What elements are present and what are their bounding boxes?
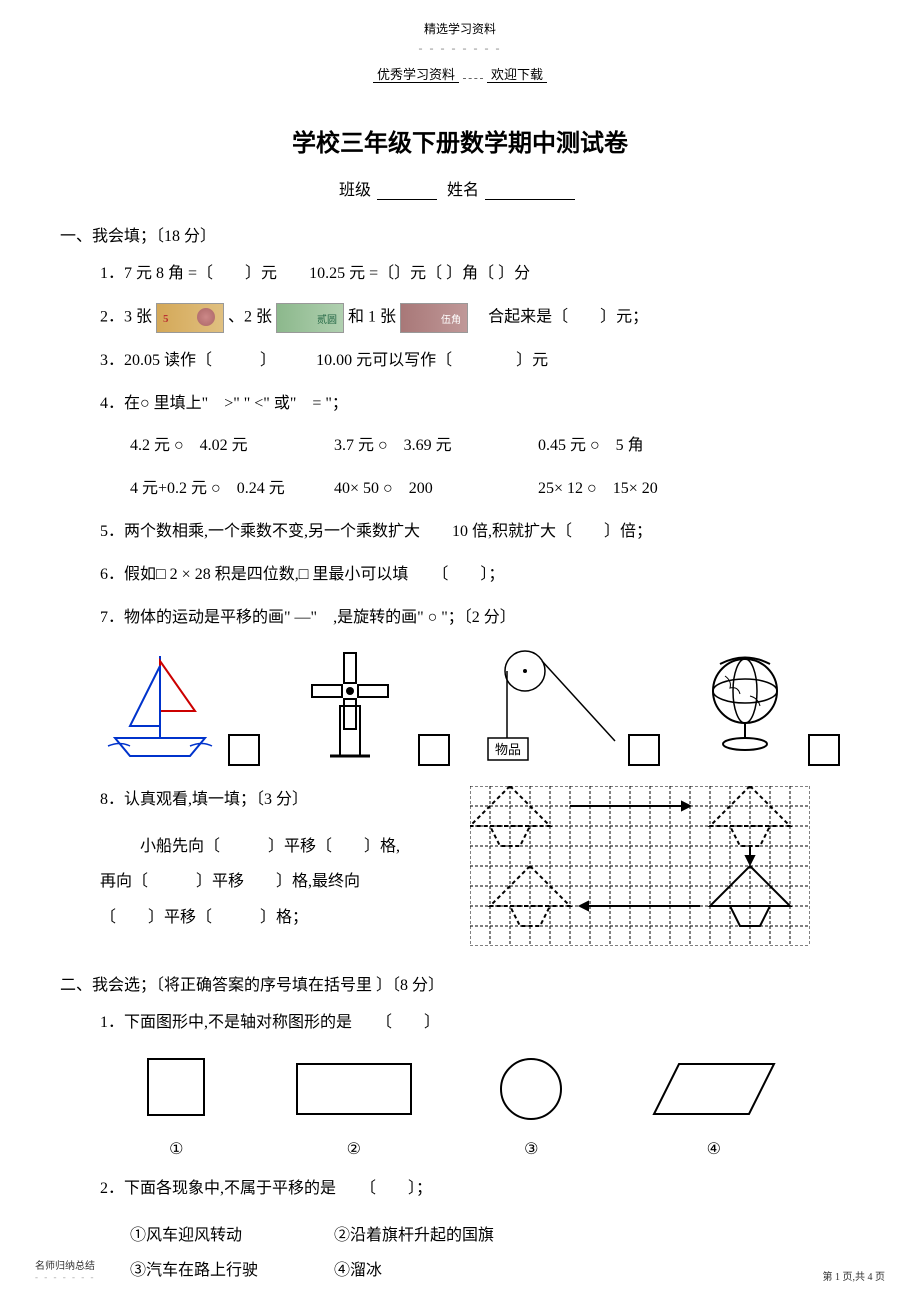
opt4: ④溜冰 [334,1262,382,1279]
q8-a: 8．认真观看,填一填；〔3 分〕 [100,786,440,815]
bill-2yuan-icon [276,303,344,333]
shape-label-1: ① [136,1139,216,1159]
q8: 8．认真观看,填一填；〔3 分〕 小船先向〔 〕平移〔 〕格, 再向〔 〕平移 … [60,786,860,951]
s2-q1: 1．下面图形中,不是轴对称图形的是 〔 〕 [100,1009,860,1038]
q4-r1c: 0.45 元 ○ 5 角 [538,437,644,454]
name-blank [485,184,575,200]
header-dashed: - - - - - - - - [60,41,860,56]
q3-c: 10.00 元可以写作〔 [316,352,452,369]
class-label: 班级 [339,182,371,199]
q3-a: 3．20.05 读作〔 [100,352,212,369]
q7-boat-checkbox [228,734,260,766]
shape-label-4: ④ [644,1139,784,1159]
q3-d: 〕元 [516,352,548,369]
q4-r1a: 4.2 元 ○ 4.02 元 [130,432,330,461]
q2-e: 〕元； [600,308,648,325]
shape-rectangle: ② [289,1054,419,1159]
q7-pulley-checkbox [628,734,660,766]
q4-r2c: 25× 12 ○ 15× 20 [538,480,658,497]
q1-a: 1．7 元 8 角 =〔 [100,265,213,282]
q7-globe [690,646,840,766]
q7-pulley: 物品 [480,646,660,766]
q4: 4．在○ 里填上" >" " <" 或" = "； [100,390,860,419]
q7-globe-checkbox [808,734,840,766]
q3: 3．20.05 读作〔 〕 10.00 元可以写作〔 〕元 [100,347,860,376]
q4-r1b: 3.7 元 ○ 3.69 元 [334,432,534,461]
windmill-icon [290,646,410,766]
q8-grid [470,786,860,951]
q7-windmill-checkbox [418,734,450,766]
q7-boat [100,646,260,766]
q2-d: 合起来是〔 [488,308,568,325]
s2-q2-opts: ①风车迎风转动 ②沿着旗杆升起的国旗 ③汽车在路上行驶 ④溜冰 [130,1218,860,1288]
q2: 2．3 张 、2 张 和 1 张 合起来是〔 〕元； [100,303,860,333]
sailboat-icon [100,646,220,766]
q8-d: 〔 〕平移〔 〕格； [100,900,440,935]
class-blank [377,184,437,200]
s2-q1-shapes: ① ② ③ ④ [100,1054,820,1159]
shape-label-3: ③ [491,1139,571,1159]
footer-right: 第 1 页,共 4 页 [823,1268,886,1283]
q6: 6．假如□ 2 × 28 积是四位数,□ 里最小可以填 〔 〕； [100,561,860,590]
q2-c: 和 1 张 [348,308,396,325]
footer-left-dashed: - - - - - - - [35,1272,95,1282]
opt1: ①风车迎风转动 [130,1218,330,1253]
q1-b: 〕元 [245,265,277,282]
opt2: ②沿着旗杆升起的国旗 [334,1227,494,1244]
pulley-label: 物品 [495,742,521,757]
opt3: ③汽车在路上行驶 [130,1253,330,1288]
q1-c: 10.25 元 =〔 [309,265,394,282]
bill-5yuan-icon [156,303,224,333]
q2-b: 、2 张 [228,308,272,325]
bill-5jiao-icon [400,303,468,333]
section1-heading: 一、我会填；〔18 分〕 [60,222,860,246]
header-sub-right: 欢迎下载 [487,67,547,83]
header-sub: 优秀学习资料 欢迎下载 [60,64,860,83]
page-title: 学校三年级下册数学期中测试卷 [60,123,860,158]
q3-b: 〕 [260,352,268,369]
q8-c: 再向〔 〕平移 〕格,最终向 [100,864,440,899]
q4-row2: 4 元+0.2 元 ○ 0.24 元 40× 50 ○ 200 25× 12 ○… [130,475,860,504]
grid-boat-icon [470,786,810,946]
name-label: 姓名 [447,182,479,199]
shape-square: ① [136,1054,216,1159]
shape-label-2: ② [289,1139,419,1159]
header-sub-left: 优秀学习资料 [373,67,459,83]
s2-q2: 2．下面各现象中,不属于平移的是 〔 〕； [100,1175,860,1204]
q7-images: 物品 [100,646,860,766]
q7-windmill [290,646,450,766]
q2-a: 2．3 张 [100,308,152,325]
header-top: 精选学习资料 [60,20,860,37]
footer-left: 名师归纳总结 - - - - - - - [35,1257,95,1283]
q1-d: 〕元〔 〕角〔 〕分 [394,265,530,282]
globe-icon [690,646,800,766]
shape-parallelogram: ④ [644,1054,784,1159]
q4-r2b: 40× 50 ○ 200 [334,475,534,504]
q4-r2a: 4 元+0.2 元 ○ 0.24 元 [130,475,330,504]
section2-heading: 二、我会选；〔将正确答案的序号填在括号里 〕〔8 分〕 [60,971,860,995]
shape-circle: ③ [491,1054,571,1159]
pulley-icon: 物品 [480,646,620,766]
footer-left-text: 名师归纳总结 [35,1261,95,1272]
q4-row1: 4.2 元 ○ 4.02 元 3.7 元 ○ 3.69 元 0.45 元 ○ 5… [130,432,860,461]
q8-b: 小船先向〔 〕平移〔 〕格, [140,829,440,864]
q1: 1．7 元 8 角 =〔 〕元 10.25 元 =〔〕元〔 〕角〔 〕分 [100,260,860,289]
class-name-row: 班级 姓名 [60,176,860,200]
q7: 7．物体的运动是平移的画" —" ,是旋转的画" ○ "；〔2 分〕 [100,604,860,633]
q5: 5．两个数相乘,一个乘数不变,另一个乘数扩大 10 倍,积就扩大〔 〕倍； [100,518,860,547]
